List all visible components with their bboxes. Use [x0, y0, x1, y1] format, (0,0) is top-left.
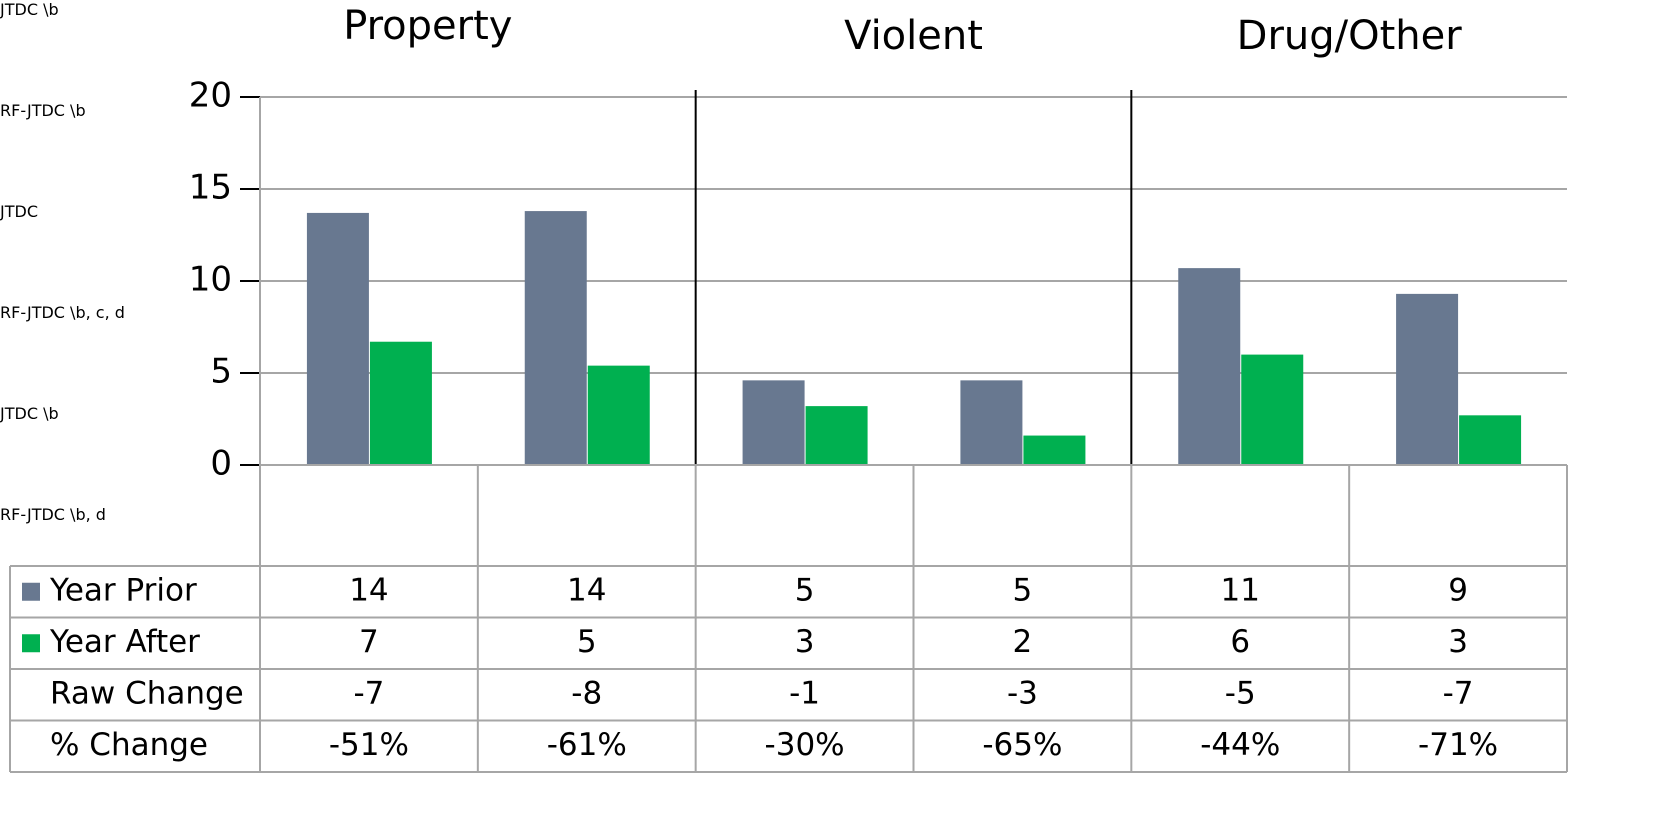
- table-value: 5: [1013, 572, 1033, 608]
- legend-label: Year After: [49, 624, 200, 660]
- table-value: -61%: [547, 727, 627, 763]
- table-value: 14: [349, 572, 388, 608]
- group-title: Property: [343, 3, 512, 49]
- table-value: -1: [789, 675, 820, 711]
- table-value: 5: [577, 624, 597, 660]
- table-value: 14: [567, 572, 606, 608]
- table-value: 11: [1221, 572, 1260, 608]
- table-value: 3: [795, 624, 815, 660]
- category-label: RF-JTDC \b, c, d: [0, 303, 125, 322]
- category-label: RF-JTDC \b, d: [0, 505, 106, 524]
- legend-label: Year Prior: [49, 572, 197, 608]
- legend-swatch: [22, 582, 40, 601]
- table-value: 7: [359, 624, 379, 660]
- category-label: JTDC \b: [0, 404, 59, 423]
- bar: [805, 406, 868, 465]
- category-label: JTDC \b: [0, 0, 59, 19]
- table-value: -7: [353, 675, 384, 711]
- table-value: -71%: [1418, 727, 1498, 763]
- table-value: -7: [1443, 675, 1474, 711]
- y-tick-label: 10: [189, 260, 232, 300]
- table-value: -8: [571, 675, 602, 711]
- y-tick-label: 15: [189, 168, 232, 208]
- y-tick-label: 20: [189, 76, 232, 116]
- legend-swatch: [22, 634, 40, 653]
- bar: [1459, 415, 1522, 465]
- bar: [306, 212, 369, 465]
- bar: [1241, 354, 1304, 465]
- category-label: RF-JTDC \b: [0, 101, 86, 120]
- y-tick-label: 0: [210, 444, 232, 484]
- bar: [587, 365, 650, 465]
- table-value: -44%: [1200, 727, 1280, 763]
- table-value: 9: [1448, 572, 1468, 608]
- y-tick-label: 5: [210, 352, 232, 392]
- table-value: -30%: [765, 727, 845, 763]
- table-value: 3: [1448, 624, 1468, 660]
- table-value: -5: [1225, 675, 1256, 711]
- group-title: Violent: [844, 13, 983, 59]
- bar: [960, 380, 1023, 465]
- table-value: -65%: [982, 727, 1062, 763]
- bar: [1396, 293, 1459, 465]
- table-value: 2: [1013, 624, 1033, 660]
- table-value: 5: [795, 572, 815, 608]
- table-value: -51%: [329, 727, 409, 763]
- bar: [1178, 268, 1241, 465]
- table-value: 6: [1230, 624, 1250, 660]
- row-label: % Change: [50, 727, 208, 763]
- bar: [524, 211, 587, 465]
- bar: [742, 380, 805, 465]
- table-value: -3: [1007, 675, 1038, 711]
- bar: [369, 341, 432, 465]
- category-label: JTDC: [0, 202, 38, 221]
- bar: [1023, 435, 1086, 465]
- group-title: Drug/Other: [1237, 13, 1463, 59]
- row-label: Raw Change: [50, 675, 244, 711]
